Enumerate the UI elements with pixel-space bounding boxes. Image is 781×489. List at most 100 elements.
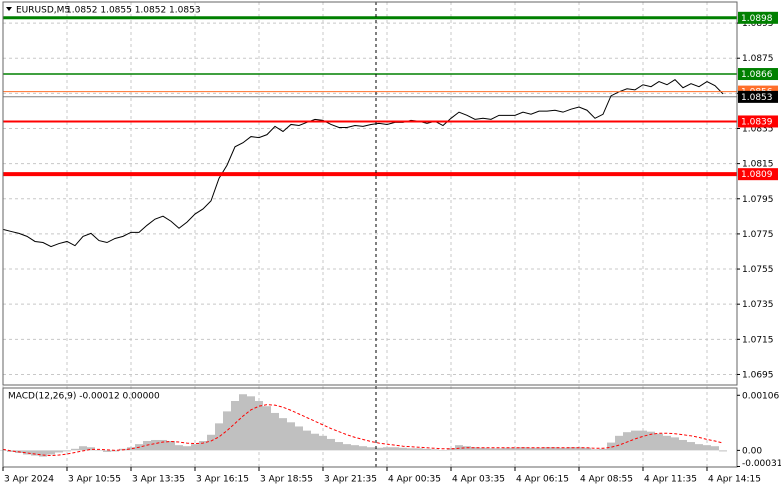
- macd-bar: [247, 396, 255, 451]
- x-tick-label: 4 Apr 08:55: [580, 475, 633, 485]
- macd-bar: [535, 447, 543, 451]
- macd-bar: [407, 448, 415, 451]
- grid: [2, 2, 737, 467]
- macd-bar: [127, 447, 135, 451]
- macd-bar: [559, 447, 567, 451]
- macd-bar: [631, 430, 639, 451]
- macd-bar: [231, 400, 239, 451]
- macd-bar: [567, 447, 575, 451]
- macd-bar: [167, 441, 175, 451]
- macd-bar: [551, 447, 559, 451]
- symbol-title: EURUSD,M5: [16, 6, 70, 16]
- macd-bar: [79, 446, 87, 451]
- macd-title: MACD(12,26,9) -0.00012 0.00000: [8, 392, 160, 402]
- signal-line: [2, 404, 724, 457]
- macd-bar: [7, 450, 15, 452]
- macd-bar: [399, 447, 407, 451]
- macd-bar: [527, 447, 535, 451]
- macd-bar: [375, 447, 383, 451]
- macd-bar: [63, 450, 71, 452]
- macd-bar: [335, 442, 343, 451]
- level-box: [738, 68, 778, 81]
- macd-bar: [439, 450, 447, 451]
- macd-bar: [495, 448, 503, 451]
- price-line: [2, 79, 724, 248]
- macd-bar: [111, 450, 119, 452]
- y-tick-label: 1.0815: [742, 160, 774, 170]
- level-label: 1.0809: [741, 170, 773, 180]
- x-tick-label: 3 Apr 18:55: [260, 475, 313, 485]
- macd-bar: [719, 450, 727, 452]
- level-label: 1.0898: [741, 14, 773, 24]
- macd-bar: [423, 448, 431, 451]
- macd-bar: [343, 444, 351, 451]
- macd-bar: [319, 435, 327, 451]
- macd-bar: [591, 449, 599, 451]
- macd-bar: [239, 394, 247, 451]
- macd-bar: [271, 412, 279, 451]
- macd-bar: [255, 400, 263, 451]
- macd-bar: [615, 435, 623, 451]
- macd-bar: [143, 441, 151, 451]
- y-tick-label: 1.0835: [742, 124, 774, 134]
- macd-bar: [31, 450, 39, 456]
- macd-bar: [359, 446, 367, 451]
- macd-bar: [623, 432, 631, 451]
- macd-bar: [279, 418, 287, 451]
- macd-bar: [703, 445, 711, 451]
- macd-bar: [295, 426, 303, 451]
- y-tick-label: 1.0875: [742, 54, 774, 64]
- macd-bar: [463, 446, 471, 451]
- macd-bar: [215, 423, 223, 451]
- macd-bar: [47, 450, 55, 455]
- macd-bar: [151, 439, 159, 451]
- x-tick-label: 3 Apr 10:55: [68, 475, 121, 485]
- macd-bar: [583, 447, 591, 451]
- y-tick-label: -0.00031: [742, 459, 781, 469]
- main-pane-frame: [2, 1, 738, 386]
- macd-bar: [487, 448, 495, 451]
- ohlc: 1.0852 1.0855 1.0852 1.0853: [66, 6, 201, 16]
- level-box: [738, 168, 778, 181]
- macd-bar: [575, 447, 583, 451]
- macd-bar: [511, 447, 519, 451]
- y-tick-label: 1.0695: [742, 370, 774, 380]
- y-tick-label: 0.00106: [742, 391, 779, 401]
- macd-bar: [607, 442, 615, 451]
- macd-bar: [191, 444, 199, 451]
- macd-bar: [311, 433, 319, 451]
- macd-bar: [519, 447, 527, 451]
- macd-bar: [679, 439, 687, 451]
- macd-bar: [655, 433, 663, 451]
- macd-bar: [415, 448, 423, 451]
- macd-bar: [503, 447, 511, 451]
- x-tick-label: 3 Apr 21:35: [324, 475, 377, 485]
- macd-bar: [159, 439, 167, 451]
- x-tick-label: 4 Apr 00:35: [388, 475, 441, 485]
- macd-bar: [639, 430, 647, 451]
- y-tick-label: 1.0715: [742, 335, 774, 345]
- macd-bar: [599, 448, 607, 451]
- macd-bar: [647, 431, 655, 451]
- macd-bar: [383, 447, 391, 451]
- macd-bar: [287, 422, 295, 451]
- macd-bar: [175, 445, 183, 451]
- macd-bar: [695, 444, 703, 451]
- macd-bar: [71, 448, 79, 451]
- y-tick-label: 1.0775: [742, 230, 774, 240]
- macd-bar: [431, 449, 439, 451]
- macd-bar: [663, 435, 671, 451]
- macd-bar: [327, 438, 335, 451]
- macd-bar: [303, 430, 311, 451]
- macd-bar: [711, 446, 719, 451]
- macd-bar: [183, 446, 191, 451]
- macd-bar: [471, 447, 479, 451]
- macd-bar: [23, 450, 31, 455]
- y-tick-label: 1.0895: [742, 19, 774, 29]
- x-tick-label: 4 Apr 06:15: [516, 475, 569, 485]
- macd-bar: [263, 406, 271, 451]
- macd-bar: [543, 447, 551, 451]
